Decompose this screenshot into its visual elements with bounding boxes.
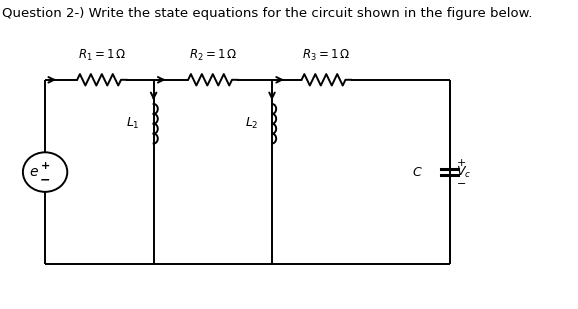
Text: $R_2 = 1\,\Omega$: $R_2 = 1\,\Omega$: [189, 48, 237, 63]
Text: −: −: [40, 173, 50, 186]
Text: $R_1 = 1\,\Omega$: $R_1 = 1\,\Omega$: [77, 48, 126, 63]
Text: $R_3 = 1\,\Omega$: $R_3 = 1\,\Omega$: [302, 48, 350, 63]
Text: +: +: [40, 161, 50, 171]
Text: $L_1$: $L_1$: [126, 116, 140, 131]
Text: Question 2-) Write the state equations for the circuit shown in the figure below: Question 2-) Write the state equations f…: [2, 7, 532, 20]
Text: $+$: $+$: [455, 157, 466, 168]
Text: $C$: $C$: [412, 166, 423, 179]
Text: $e$: $e$: [29, 165, 39, 179]
Text: $-$: $-$: [455, 177, 466, 187]
Text: $V_c$: $V_c$: [455, 164, 470, 180]
Text: $L_2$: $L_2$: [244, 116, 258, 131]
